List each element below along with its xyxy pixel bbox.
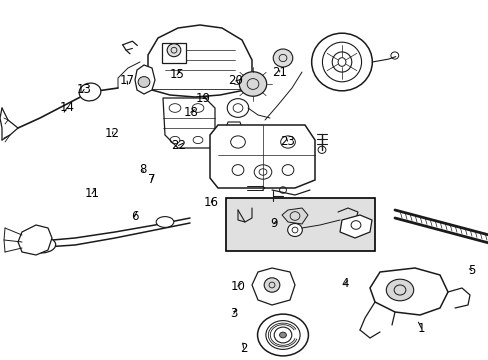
Ellipse shape	[28, 237, 56, 253]
Polygon shape	[135, 65, 155, 94]
Text: 10: 10	[230, 280, 244, 293]
Text: 19: 19	[195, 92, 210, 105]
Text: 18: 18	[183, 106, 198, 119]
Ellipse shape	[279, 332, 286, 338]
Text: 9: 9	[269, 217, 277, 230]
Text: 7: 7	[147, 173, 155, 186]
Ellipse shape	[273, 49, 292, 67]
Text: 4: 4	[340, 277, 348, 290]
Polygon shape	[282, 208, 307, 224]
Polygon shape	[163, 98, 215, 148]
Ellipse shape	[138, 77, 149, 87]
Polygon shape	[225, 122, 242, 133]
Ellipse shape	[239, 72, 266, 96]
Text: 14: 14	[60, 101, 75, 114]
Polygon shape	[209, 125, 314, 188]
Text: 17: 17	[120, 75, 134, 87]
Polygon shape	[18, 225, 52, 255]
Bar	[162, 43, 186, 63]
Polygon shape	[369, 268, 447, 315]
Ellipse shape	[264, 278, 279, 292]
Ellipse shape	[311, 33, 371, 91]
Text: 20: 20	[228, 75, 243, 87]
Text: 15: 15	[169, 68, 184, 81]
Ellipse shape	[257, 314, 308, 356]
Ellipse shape	[79, 83, 101, 101]
Text: 16: 16	[203, 196, 218, 209]
Ellipse shape	[156, 217, 173, 228]
Text: 23: 23	[280, 135, 294, 148]
Text: 22: 22	[171, 139, 185, 152]
Ellipse shape	[287, 224, 302, 237]
Text: 5: 5	[467, 264, 475, 277]
Text: 3: 3	[229, 307, 237, 320]
Text: 6: 6	[130, 210, 138, 223]
Text: 2: 2	[239, 342, 247, 355]
Text: 11: 11	[84, 187, 99, 200]
Ellipse shape	[386, 279, 413, 301]
Ellipse shape	[337, 58, 345, 66]
Ellipse shape	[167, 44, 181, 57]
Polygon shape	[148, 25, 251, 97]
Bar	[225, 198, 374, 251]
Text: 12: 12	[105, 127, 120, 140]
Text: 13: 13	[77, 83, 91, 96]
Text: 21: 21	[272, 66, 286, 78]
Text: 1: 1	[417, 322, 425, 335]
Text: 8: 8	[139, 163, 146, 176]
Polygon shape	[251, 268, 294, 305]
Polygon shape	[339, 215, 371, 238]
